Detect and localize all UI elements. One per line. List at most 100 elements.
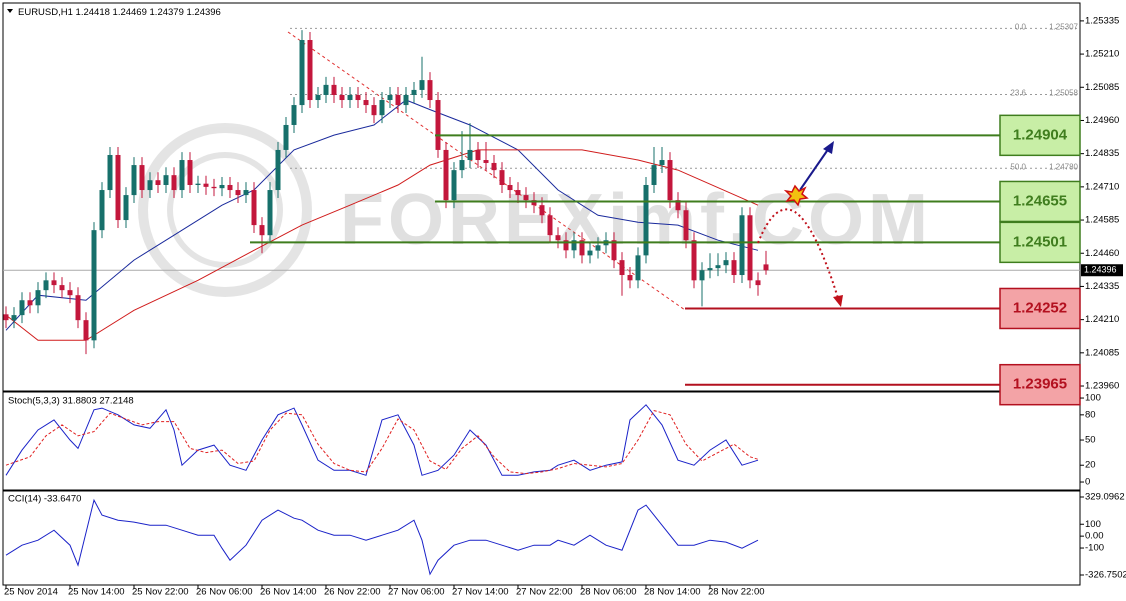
- candle-body: [147, 180, 153, 191]
- x-tick-label: 27 Nov 22:00: [516, 587, 573, 598]
- candle-body: [251, 190, 257, 226]
- y-tick-label: 329.0962: [1085, 492, 1125, 503]
- y-tick-label: 100: [1085, 519, 1101, 530]
- annotations: [757, 141, 843, 307]
- level-label: 1.24904: [1013, 126, 1068, 143]
- fib-label: 23.6: [1010, 89, 1026, 98]
- level-box: [999, 180, 1081, 223]
- candle-body: [427, 80, 433, 101]
- candle-body: [211, 186, 217, 189]
- x-tick-label: 26 Nov 22:00: [324, 587, 381, 598]
- candle-body: [483, 160, 489, 163]
- level-box: [999, 114, 1081, 157]
- candle-body: [763, 264, 769, 271]
- candle-body: [451, 170, 457, 201]
- watermark-logo: [138, 123, 312, 297]
- candle-body: [691, 240, 697, 281]
- candle-body: [275, 149, 281, 191]
- cci-panel-frame: [2, 490, 1081, 586]
- candle-body: [259, 225, 265, 236]
- candle-body: [643, 184, 649, 256]
- candle-body: [115, 154, 121, 221]
- candle-body: [315, 94, 321, 101]
- candle-body: [19, 300, 25, 316]
- candle-body: [563, 240, 569, 251]
- watermark-group: FOREXimf.COM: [138, 123, 928, 297]
- candle-body: [611, 240, 617, 261]
- candle-body: [307, 40, 313, 101]
- candle-body: [123, 195, 129, 221]
- indicator-line: [5, 498, 759, 576]
- y-tick-label: 1.25085: [1085, 82, 1119, 93]
- stoch-panel-frame: [2, 391, 1081, 491]
- cci-title: CCI(14) -33.6470: [8, 494, 81, 505]
- candle-body: [347, 94, 353, 101]
- x-tick-label: 26 Nov 06:00: [196, 587, 253, 598]
- candle-body: [499, 170, 505, 185]
- candle-body: [555, 235, 561, 241]
- candle-body: [243, 190, 249, 196]
- candle-body: [683, 210, 689, 241]
- marks: 1.25335 1.25210 1.25085 1.24960 1.24835 1.247…: [3, 15, 1126, 598]
- candle-body: [635, 255, 641, 281]
- x-tick-label: 27 Nov 06:00: [388, 587, 445, 598]
- candle-body: [379, 100, 385, 116]
- y-tick-label: 1.24210: [1085, 314, 1119, 325]
- fib-price: 1.25058: [1049, 89, 1078, 98]
- candle-body: [531, 200, 537, 206]
- candle-body: [403, 94, 409, 106]
- y-tick-label: 1.24835: [1085, 148, 1119, 159]
- candle-body: [675, 200, 681, 211]
- candle-body: [35, 290, 41, 306]
- close: 1.24396: [187, 7, 221, 18]
- y-tick-label: 1.24335: [1085, 281, 1119, 292]
- candle-body: [747, 215, 753, 281]
- candle-body: [667, 160, 673, 201]
- level-box: [999, 287, 1081, 330]
- candle-body: [331, 84, 337, 95]
- y-tick-label: 1.23960: [1085, 381, 1119, 392]
- indicator-line: [5, 410, 759, 475]
- level-box: [999, 363, 1081, 406]
- candle-body: [571, 240, 577, 251]
- level-label: 1.24501: [1013, 233, 1067, 250]
- x-tick-label: 28 Nov 14:00: [644, 587, 701, 598]
- candle-body: [291, 105, 297, 125]
- indicator-line: [5, 99, 759, 331]
- menu-triangle: [7, 9, 13, 13]
- current-price-box: [1081, 264, 1123, 277]
- candle-body: [739, 215, 745, 276]
- candle-body: [107, 154, 113, 191]
- level-label: 1.24655: [1013, 192, 1067, 209]
- candle-body: [3, 314, 9, 321]
- candle-body: [195, 183, 201, 185]
- x-tick-label: 27 Nov 14:00: [452, 587, 509, 598]
- open: 1.24418: [76, 7, 110, 18]
- candle-body: [139, 165, 145, 191]
- y-tick-label: 100: [1085, 393, 1101, 404]
- high: 1.24469: [113, 7, 147, 18]
- candle-body: [43, 280, 49, 291]
- candle-body: [731, 260, 737, 276]
- x-tick-label: 26 Nov 14:00: [260, 587, 317, 598]
- candle-body: [91, 230, 97, 341]
- indicator-line: [5, 149, 759, 341]
- candle-body: [723, 260, 729, 266]
- up-arrow-head: [823, 141, 834, 154]
- candle-body: [163, 175, 169, 185]
- y-tick-label: 50: [1085, 435, 1096, 446]
- chart-header: EURUSD,H1 1.24418 1.24469 1.24379 1.2439…: [18, 7, 221, 18]
- candle-body: [131, 165, 137, 196]
- candle-body: [395, 94, 401, 106]
- level-label: 1.24252: [1013, 299, 1067, 316]
- candle-body: [219, 184, 225, 189]
- candle-body: [299, 40, 305, 106]
- fib-label: 0.0: [1015, 22, 1027, 31]
- candle-body: [411, 89, 417, 95]
- breakout-burst: [783, 184, 809, 207]
- candle-body: [267, 190, 273, 236]
- candle-body: [595, 245, 601, 251]
- candle-body: [587, 250, 593, 256]
- candle-body: [515, 190, 521, 196]
- candle-body: [419, 80, 425, 90]
